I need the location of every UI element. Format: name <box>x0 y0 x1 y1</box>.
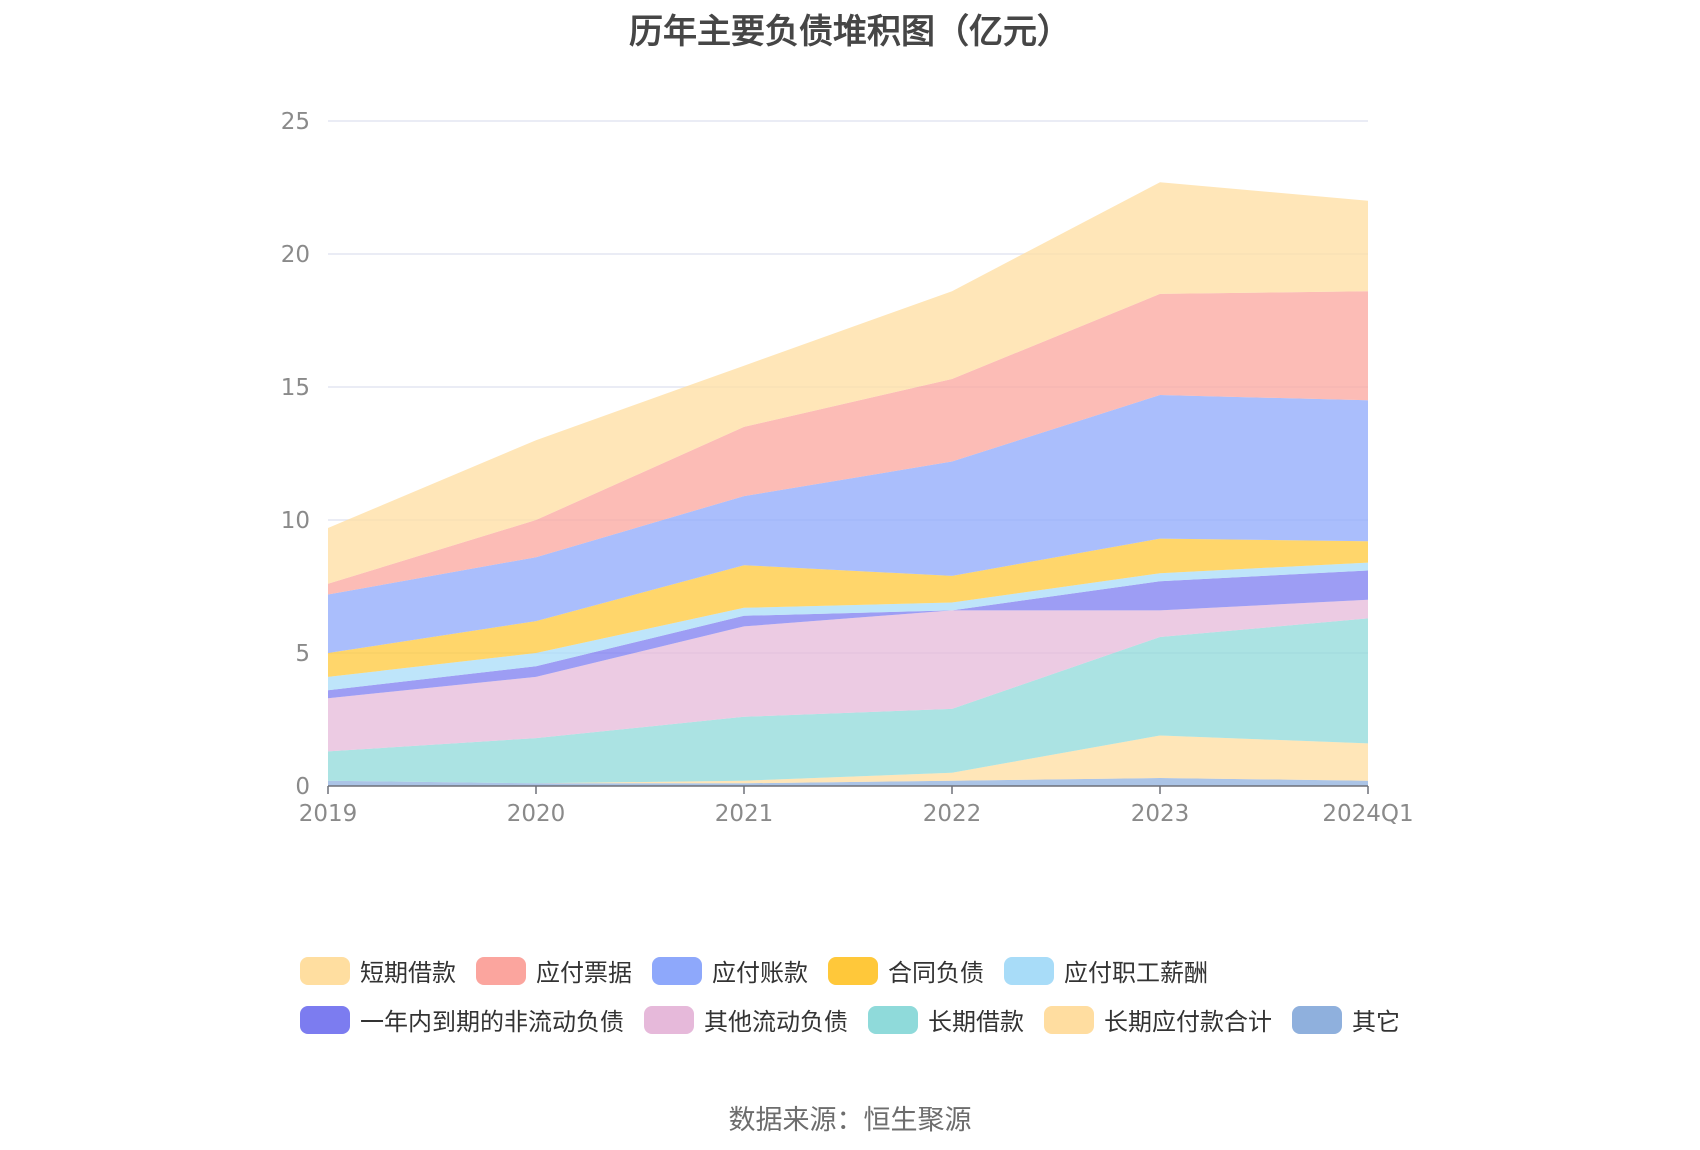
legend-label: 短期借款 <box>360 959 456 987</box>
legend-label: 长期借款 <box>928 1008 1024 1036</box>
data-source: 数据来源：恒生聚源 <box>728 1105 972 1136</box>
x-tick-label: 2020 <box>507 801 566 827</box>
legend-swatch <box>644 1005 694 1034</box>
area-series-9[interactable] <box>328 182 1368 584</box>
area-series-6[interactable] <box>328 538 1368 677</box>
y-tick-label: 20 <box>281 242 310 268</box>
legend-label: 应付账款 <box>712 959 808 987</box>
legend-swatch <box>1004 956 1054 985</box>
legend-swatch <box>300 956 350 985</box>
x-tick-label: 2024Q1 <box>1322 801 1413 827</box>
area-series-8[interactable] <box>328 291 1368 595</box>
area-series-2[interactable] <box>328 618 1368 784</box>
chart-title: 历年主要负债堆积图（亿元） <box>629 12 1071 52</box>
y-tick-label: 15 <box>281 375 310 401</box>
legend-label: 一年内到期的非流动负债 <box>360 1008 624 1036</box>
area-series-4[interactable] <box>328 570 1368 699</box>
legend-item[interactable]: 长期借款 <box>868 1002 1024 1037</box>
area-series-7[interactable] <box>328 395 1368 653</box>
legend-item[interactable]: 应付职工薪酬 <box>1004 953 1208 988</box>
legend-item[interactable]: 长期应付款合计 <box>1044 1002 1272 1037</box>
legend-swatch <box>476 956 526 985</box>
legend-label: 合同负债 <box>888 959 984 987</box>
legend-item[interactable]: 应付票据 <box>476 953 632 988</box>
y-tick-label: 5 <box>295 641 310 667</box>
legend-swatch <box>300 1005 350 1034</box>
legend-label: 长期应付款合计 <box>1104 1008 1272 1036</box>
x-tick-label: 2019 <box>299 801 358 827</box>
x-tick-label: 2022 <box>923 801 982 827</box>
legend-label: 其它 <box>1352 1008 1400 1036</box>
legend-swatch <box>828 956 878 985</box>
legend-swatch <box>868 1005 918 1034</box>
legend-label: 应付票据 <box>536 959 632 987</box>
legend-row: 短期借款 应付票据 应付账款 合同负债 应付职工薪酬 <box>300 946 1480 995</box>
area-series-1[interactable] <box>328 735 1368 784</box>
legend-swatch <box>652 956 702 985</box>
y-tick-label: 10 <box>281 508 310 534</box>
legend-swatch <box>1292 1005 1342 1034</box>
area-series-5[interactable] <box>328 562 1368 691</box>
x-tick-label: 2021 <box>715 801 774 827</box>
legend-item[interactable]: 其它 <box>1292 1002 1400 1037</box>
legend-item[interactable]: 应付账款 <box>652 953 808 988</box>
x-tick-label: 2023 <box>1131 801 1190 827</box>
legend-item[interactable]: 一年内到期的非流动负债 <box>300 1002 624 1037</box>
legend: 短期借款 应付票据 应付账款 合同负债 应付职工薪酬一年内到期的非流动负债 其他流动负债 长… <box>300 946 1480 1044</box>
legend-item[interactable]: 其他流动负债 <box>644 1002 848 1037</box>
y-tick-label: 25 <box>281 109 310 135</box>
area-series-3[interactable] <box>328 599 1368 752</box>
legend-row: 一年内到期的非流动负债 其他流动负债 长期借款 长期应付款合计 其它 <box>300 995 1480 1044</box>
series-areas <box>328 182 1368 786</box>
legend-label: 其他流动负债 <box>704 1008 848 1036</box>
legend-item[interactable]: 短期借款 <box>300 953 456 988</box>
legend-item[interactable]: 合同负债 <box>828 953 984 988</box>
legend-swatch <box>1044 1005 1094 1034</box>
y-tick-label: 0 <box>295 774 310 800</box>
legend-label: 应付职工薪酬 <box>1064 959 1208 987</box>
